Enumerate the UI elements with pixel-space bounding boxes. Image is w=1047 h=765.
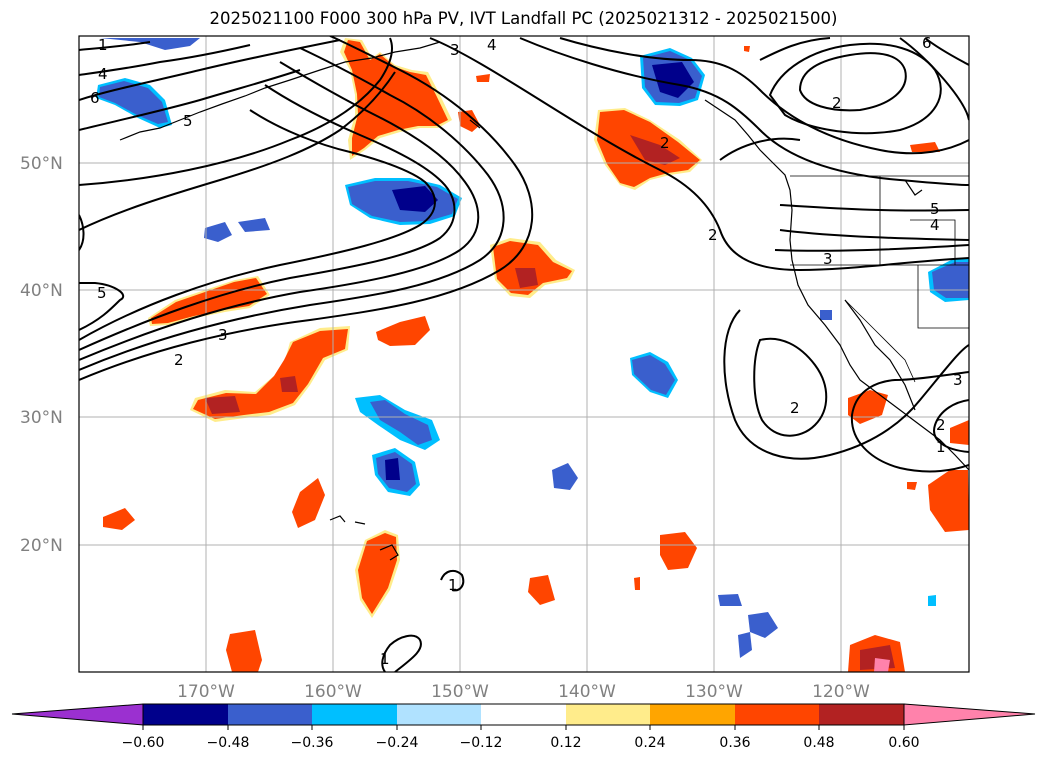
latitude-labels: 50°N 40°N 30°N 20°N bbox=[20, 154, 63, 556]
map-title: 2025021100 F000 300 hPa PV, IVT Landfall… bbox=[209, 9, 838, 28]
contour-label: 1 bbox=[380, 650, 390, 668]
colorbar-tick: −0.60 bbox=[122, 735, 165, 751]
lon-label-120w: 120°W bbox=[812, 682, 870, 702]
colorbar-tick: −0.48 bbox=[207, 735, 250, 751]
contour-label: 3 bbox=[823, 250, 833, 268]
colorbar-tick: 0.36 bbox=[719, 735, 750, 751]
contour-label: 5 bbox=[97, 284, 107, 302]
colorbar-tick: 0.24 bbox=[634, 735, 665, 751]
contour-label: 3 bbox=[450, 41, 460, 59]
contour-label: 2 bbox=[790, 399, 800, 417]
lat-label-50n: 50°N bbox=[20, 154, 63, 174]
colorbar-segment bbox=[735, 704, 819, 725]
contour-label: 2 bbox=[174, 351, 184, 369]
contour-label: 5 bbox=[930, 200, 940, 218]
colorbar-tick: 0.48 bbox=[803, 735, 834, 751]
map-frame bbox=[78, 35, 970, 673]
colorbar-tick: 0.12 bbox=[550, 735, 581, 751]
lat-label-30n: 30°N bbox=[20, 408, 63, 428]
map-panel bbox=[79, 36, 969, 672]
colorbar-segment bbox=[481, 704, 566, 725]
colorbar-tick: 0.60 bbox=[888, 735, 919, 751]
colorbar-outline bbox=[142, 703, 905, 726]
lon-label-150w: 150°W bbox=[431, 682, 489, 702]
colorbar-segment bbox=[819, 704, 904, 725]
contour-label: 5 bbox=[183, 112, 193, 130]
contour-label: 2 bbox=[832, 94, 842, 112]
contour-label: 3 bbox=[953, 371, 963, 389]
colorbar-segment bbox=[566, 704, 650, 725]
longitude-labels: 170°W 160°W 150°W 140°W 130°W 120°W bbox=[177, 682, 870, 702]
colorbar-extend-right bbox=[903, 703, 1036, 726]
contour-label: 4 bbox=[98, 65, 108, 83]
colorbar-segment bbox=[397, 704, 481, 725]
contour-label: 2 bbox=[660, 134, 670, 152]
contour-label: 1 bbox=[448, 576, 458, 594]
lat-label-20n: 20°N bbox=[20, 536, 63, 556]
contour-label: 6 bbox=[90, 89, 100, 107]
lon-label-140w: 140°W bbox=[558, 682, 616, 702]
contour-label: 4 bbox=[930, 216, 940, 234]
contour-label: 1 bbox=[936, 438, 946, 456]
lat-label-40n: 40°N bbox=[20, 281, 63, 301]
colorbar-segment bbox=[650, 704, 735, 725]
colorbar-segment bbox=[312, 704, 397, 725]
contour-label: 4 bbox=[487, 36, 497, 54]
colorbar-extend-left bbox=[11, 703, 144, 726]
colorbar: −0.60 −0.48 −0.36 −0.24 −0.12 0.12 0.24 … bbox=[11, 703, 1036, 751]
lon-label-130w: 130°W bbox=[685, 682, 743, 702]
colorbar-segment bbox=[143, 704, 228, 725]
pv-contours bbox=[79, 36, 969, 672]
colorbar-tick: −0.36 bbox=[291, 735, 334, 751]
contour-label: 2 bbox=[936, 416, 946, 434]
lon-label-170w: 170°W bbox=[177, 682, 235, 702]
lon-label-160w: 160°W bbox=[304, 682, 362, 702]
contour-label: 3 bbox=[218, 326, 228, 344]
colorbar-segment bbox=[228, 704, 312, 725]
contour-label: 6 bbox=[922, 34, 932, 52]
colorbar-tick: −0.24 bbox=[376, 735, 419, 751]
contour-label: 1 bbox=[98, 36, 108, 54]
contour-label: 2 bbox=[708, 226, 718, 244]
contour-labels: 1 4 6 5 3 4 6 2 2 5 4 3 2 5 3 2 2 3 2 1 … bbox=[90, 34, 963, 668]
colorbar-tick: −0.12 bbox=[460, 735, 503, 751]
